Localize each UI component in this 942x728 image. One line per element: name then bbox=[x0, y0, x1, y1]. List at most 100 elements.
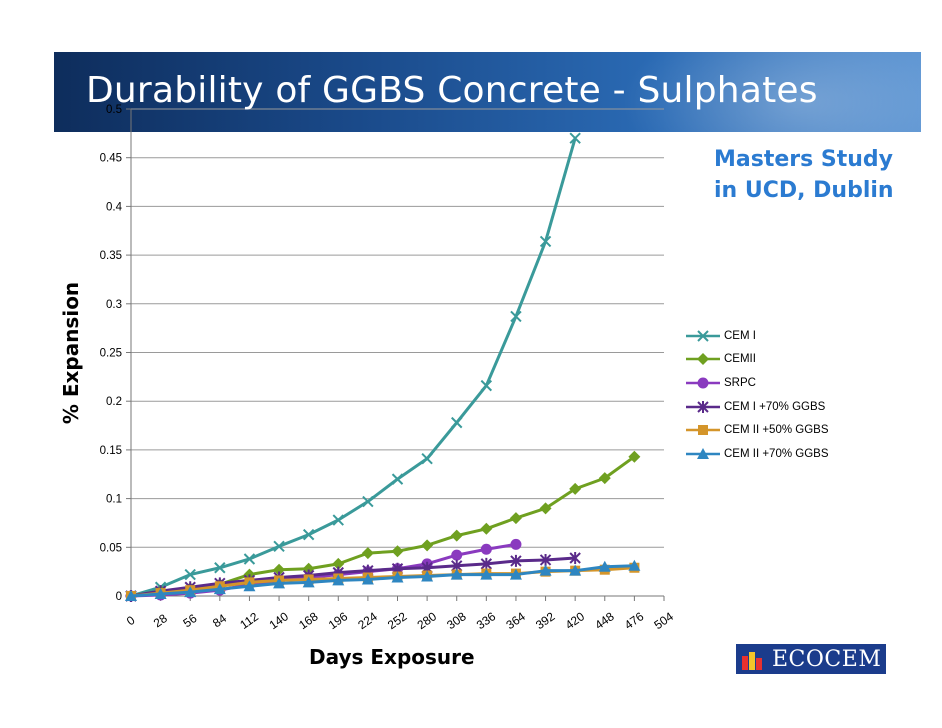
x-tick-label: 84 bbox=[210, 611, 229, 630]
logo-text: ECOCEM bbox=[772, 646, 882, 672]
series-0 bbox=[125, 132, 581, 602]
data-point bbox=[509, 568, 522, 580]
legend-swatch bbox=[686, 353, 720, 366]
data-point bbox=[273, 563, 286, 576]
legend-item: CEM II +70% GGBS bbox=[684, 442, 854, 466]
y-tick-label: 0.45 bbox=[100, 153, 122, 165]
series-line bbox=[130, 137, 577, 598]
data-point bbox=[539, 502, 552, 515]
title-banner bbox=[54, 52, 921, 132]
chart-legend: CEM I CEMII SRPC CEM I +70% GGBS CEM II +50%… bbox=[684, 324, 854, 466]
y-tick-label: 0.3 bbox=[106, 299, 122, 311]
data-point bbox=[362, 495, 374, 508]
data-point bbox=[302, 576, 315, 588]
ecocem-logo: ECOCEM bbox=[736, 644, 886, 674]
data-point bbox=[598, 560, 611, 572]
data-point bbox=[243, 580, 256, 592]
data-point bbox=[451, 416, 463, 429]
legend-marker bbox=[697, 353, 709, 366]
x-tick-label: 56 bbox=[180, 611, 199, 630]
series-line bbox=[130, 564, 635, 598]
y-tick-label: 0.4 bbox=[106, 201, 123, 213]
data-point bbox=[569, 482, 582, 495]
series-line bbox=[130, 556, 576, 598]
data-point bbox=[273, 540, 285, 553]
y-tick-label: 0.35 bbox=[100, 250, 122, 262]
x-tick-label: 168 bbox=[296, 609, 321, 632]
legend-swatch bbox=[686, 330, 720, 342]
data-point bbox=[569, 132, 581, 144]
x-tick-label: 448 bbox=[592, 609, 617, 632]
y-axis-label: % Expansion bbox=[59, 281, 83, 425]
legend-swatch bbox=[686, 425, 720, 436]
x-tick-label: 0 bbox=[124, 613, 138, 628]
x-tick-label: 364 bbox=[503, 609, 528, 632]
legend-label: CEMII bbox=[724, 353, 756, 366]
data-point bbox=[628, 450, 641, 463]
x-tick-label: 308 bbox=[444, 609, 469, 632]
data-point bbox=[302, 528, 315, 541]
data-point bbox=[480, 379, 493, 392]
x-tick-label: 196 bbox=[326, 609, 351, 632]
legend-item: CEMII bbox=[684, 348, 854, 372]
data-point bbox=[509, 512, 522, 525]
data-point bbox=[332, 574, 345, 586]
data-point bbox=[539, 235, 552, 248]
x-tick-label: 280 bbox=[415, 609, 440, 632]
x-tick-label: 112 bbox=[237, 609, 261, 632]
x-tick-label: 28 bbox=[151, 611, 170, 630]
data-point bbox=[361, 547, 374, 560]
slide-title: Durability of GGBS Concrete - Sulphates bbox=[86, 70, 818, 111]
data-point bbox=[450, 529, 463, 542]
data-point bbox=[154, 588, 167, 600]
y-tick-label: 0.2 bbox=[106, 396, 122, 408]
data-point bbox=[421, 539, 434, 552]
legend-swatch bbox=[686, 400, 720, 413]
legend-item: CEM I +70% GGBS bbox=[684, 395, 854, 419]
y-tick-label: 0.5 bbox=[106, 104, 122, 116]
legend-label: CEM I bbox=[724, 329, 756, 342]
x-axis-label: Days Exposure bbox=[309, 645, 475, 669]
legend-marker bbox=[697, 400, 709, 413]
data-point bbox=[332, 557, 345, 570]
x-tick-label: 476 bbox=[622, 609, 647, 632]
data-point bbox=[421, 452, 433, 465]
study-note: Masters Study in UCD, Dublin bbox=[714, 147, 894, 203]
y-tick-label: 0 bbox=[116, 591, 122, 603]
x-tick-label: 420 bbox=[563, 609, 588, 632]
x-tick-label: 224 bbox=[355, 609, 380, 632]
x-tick-label: 252 bbox=[385, 609, 410, 632]
data-point bbox=[450, 568, 463, 580]
x-tick-label: 140 bbox=[267, 609, 292, 632]
legend-marker bbox=[697, 377, 709, 389]
data-point bbox=[569, 552, 581, 565]
data-point bbox=[451, 549, 463, 561]
data-point bbox=[125, 590, 137, 601]
legend-label: CEM I +70% GGBS bbox=[724, 400, 826, 413]
legend-label: CEM II +70% GGBS bbox=[724, 447, 829, 460]
data-point bbox=[273, 577, 286, 589]
data-point bbox=[539, 553, 552, 566]
logo-mark-icon bbox=[742, 652, 762, 670]
data-point bbox=[480, 543, 492, 555]
data-point bbox=[510, 310, 522, 323]
y-tick-label: 0.1 bbox=[106, 494, 122, 506]
legend-item: CEM I bbox=[684, 324, 854, 348]
data-point bbox=[628, 559, 641, 571]
legend-swatch bbox=[686, 447, 720, 459]
data-point bbox=[391, 545, 404, 558]
data-point bbox=[391, 473, 404, 485]
y-tick-label: 0.15 bbox=[100, 445, 122, 457]
series-5 bbox=[125, 559, 641, 601]
legend-item: SRPC bbox=[684, 371, 854, 395]
data-point bbox=[332, 514, 344, 526]
data-point bbox=[361, 573, 374, 585]
data-point bbox=[569, 564, 582, 576]
y-tick-label: 0.05 bbox=[100, 542, 122, 554]
series-line bbox=[130, 455, 636, 598]
data-point bbox=[391, 571, 404, 583]
data-point bbox=[480, 568, 493, 580]
data-point bbox=[421, 570, 434, 582]
data-point bbox=[243, 553, 256, 565]
